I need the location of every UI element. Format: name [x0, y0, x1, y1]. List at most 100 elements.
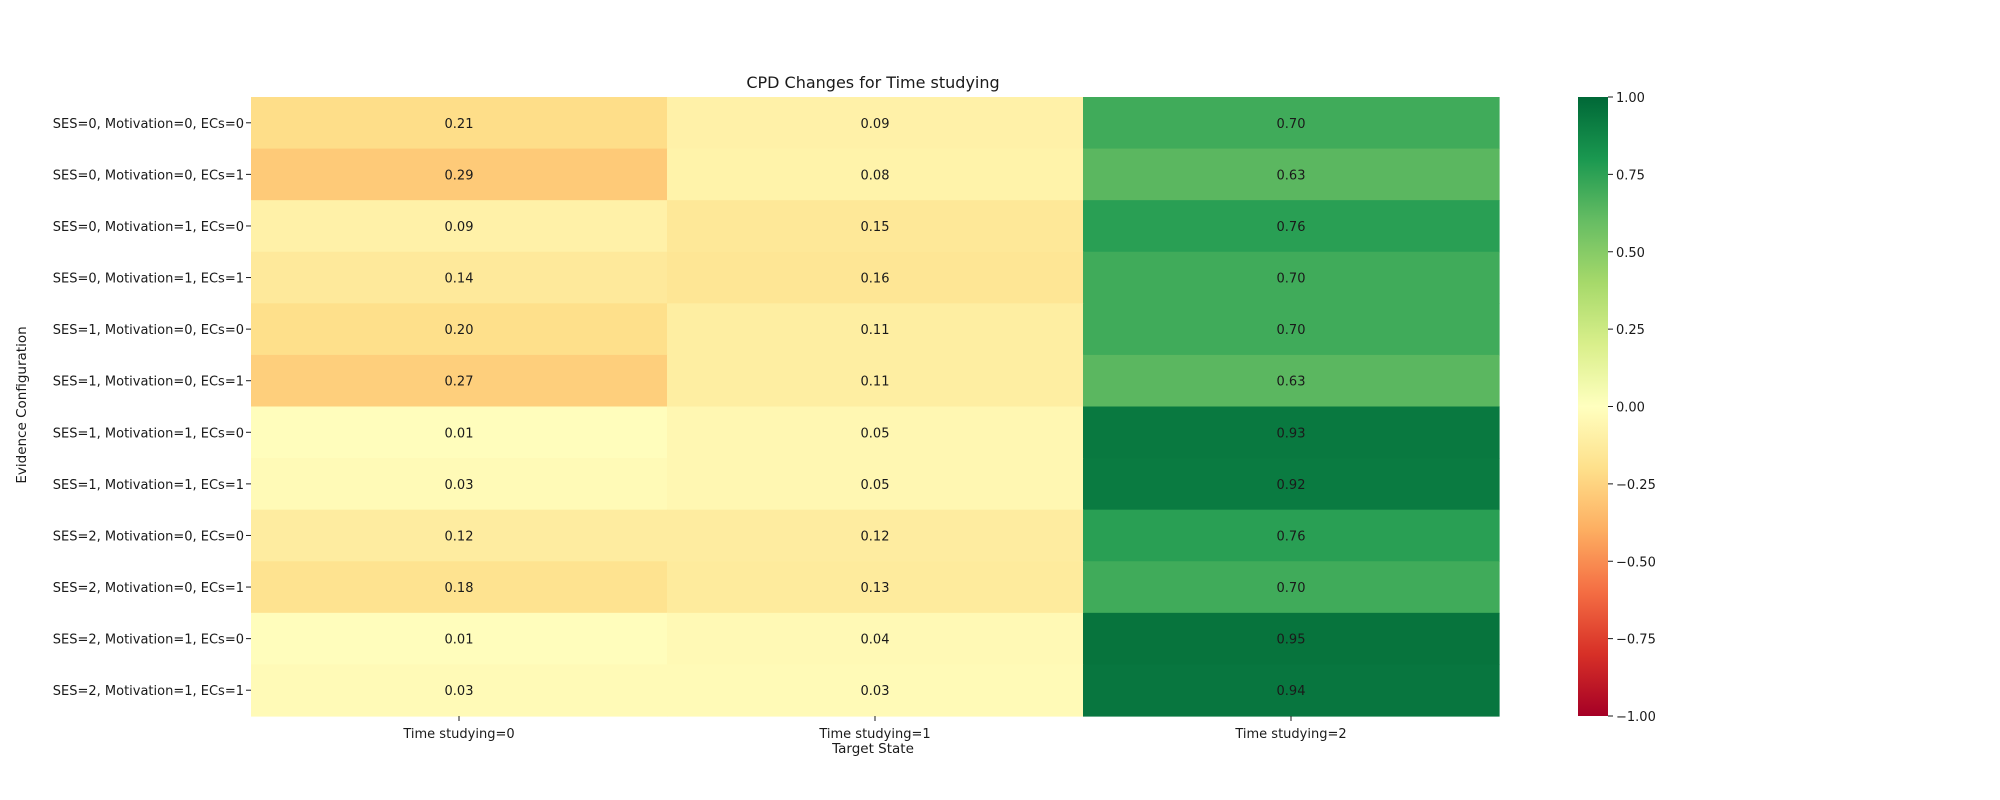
colorbar-tick-label: −0.75 [1616, 633, 1656, 648]
colorbar-tick-label: −0.25 [1616, 478, 1656, 493]
heatmap-cell [1083, 612, 1500, 666]
cell-value-label: 0.04 [861, 633, 890, 648]
y-tick-label: SES=2, Motivation=1, ECs=1 [53, 684, 244, 699]
cell-value-label: 0.16 [861, 272, 890, 287]
heatmap-cell [251, 561, 668, 614]
y-tick-label: SES=2, Motivation=0, ECs=1 [53, 581, 244, 596]
cell-value-label: 0.18 [445, 581, 474, 596]
colorbar-tick-label: 1.00 [1616, 91, 1645, 106]
heatmap-cell [667, 303, 1084, 356]
colorbar-tick-label: −0.50 [1616, 555, 1656, 570]
heatmap-cell [667, 97, 1084, 150]
heatmap-cell [1083, 303, 1500, 356]
y-tick-label: SES=0, Motivation=1, ECs=1 [53, 272, 244, 287]
cell-value-label: 0.76 [1277, 529, 1306, 544]
cell-value-label: 0.92 [1277, 478, 1306, 493]
cell-value-label: 0.12 [445, 529, 474, 544]
heatmap-cells: 0.21 0.09 0.70 0.29 0.08 0.63 0.09 0.15 0.76 0.14… [251, 97, 1500, 717]
cell-value-label: 0.11 [861, 375, 890, 390]
cell-value-label: 0.15 [861, 220, 890, 235]
colorbar-tick-label: 0.50 [1616, 246, 1645, 261]
heatmap-cell [251, 97, 668, 150]
y-tick-label: SES=0, Motivation=1, ECs=0 [53, 220, 244, 235]
heatmap-cell [667, 664, 1084, 717]
x-tick-labels: Time studying=0 Time studying=1 Time study… [402, 716, 1347, 742]
chart-title: CPD Changes for Time studying [746, 73, 999, 92]
heatmap-cell [667, 509, 1084, 562]
cell-value-label: 0.03 [445, 478, 474, 493]
cell-value-label: 0.03 [861, 684, 890, 699]
cell-value-label: 0.93 [1277, 426, 1306, 441]
heatmap-cell [667, 561, 1084, 614]
y-tick-label: SES=2, Motivation=1, ECs=0 [53, 633, 244, 648]
heatmap-cell [667, 148, 1084, 201]
heatmap-cell [667, 354, 1084, 408]
cell-value-label: 0.63 [1277, 375, 1306, 390]
cell-value-label: 0.29 [445, 168, 474, 183]
cell-value-label: 0.63 [1277, 168, 1306, 183]
y-tick-label: SES=1, Motivation=0, ECs=1 [53, 375, 244, 390]
heatmap-cell [251, 303, 668, 356]
colorbar-tick-label: 0.00 [1616, 401, 1645, 416]
cell-value-label: 0.27 [445, 375, 474, 390]
x-tick-label: Time studying=1 [818, 727, 930, 742]
y-tick-label: SES=2, Motivation=0, ECs=0 [53, 529, 244, 544]
y-tick-label: SES=0, Motivation=0, ECs=1 [53, 168, 244, 183]
y-tick-label: SES=1, Motivation=1, ECs=0 [53, 426, 244, 441]
heatmap-cell [1083, 406, 1500, 459]
heatmap-cell [251, 406, 668, 459]
heatmap-cell [1083, 664, 1500, 717]
heatmap-cell [1083, 97, 1500, 150]
heatmap-cell [667, 251, 1084, 304]
cell-value-label: 0.03 [445, 684, 474, 699]
cell-value-label: 0.11 [861, 323, 890, 338]
cell-value-label: 0.09 [861, 117, 890, 132]
heatmap-cell [1083, 458, 1500, 511]
heatmap-cell [1083, 509, 1500, 562]
heatmap-cell [1083, 561, 1500, 614]
cell-value-label: 0.20 [445, 323, 474, 338]
heatmap-cell [251, 200, 668, 253]
colorbar-ticks: 1.00 0.75 0.50 0.25 0.00 −0.25 −0.50 −0.75 −1.00 [1608, 91, 1656, 725]
heatmap-cell [251, 251, 668, 304]
cell-value-label: 0.21 [445, 117, 474, 132]
heatmap-cell [1083, 148, 1500, 201]
heatmap-cell [251, 664, 668, 717]
y-axis-label: Evidence Configuration [14, 326, 30, 483]
heatmap-cell [1083, 200, 1500, 253]
cell-value-label: 0.05 [861, 426, 890, 441]
cell-value-label: 0.70 [1277, 323, 1306, 338]
cell-value-label: 0.70 [1277, 272, 1306, 287]
heatmap-cell [251, 612, 668, 666]
heatmap-cell [667, 458, 1084, 511]
cell-value-label: 0.70 [1277, 117, 1306, 132]
y-tick-labels: SES=0, Motivation=0, ECs=0 SES=0, Motivat… [53, 117, 251, 699]
y-tick-label: SES=1, Motivation=0, ECs=0 [53, 323, 244, 338]
y-tick-label: SES=1, Motivation=1, ECs=1 [53, 478, 244, 493]
cell-value-label: 0.01 [445, 633, 474, 648]
heatmap-cell [251, 354, 668, 408]
x-axis-label: Target State [831, 741, 914, 757]
heatmap-cell [667, 612, 1084, 666]
cell-value-label: 0.94 [1277, 684, 1306, 699]
y-tick-label: SES=0, Motivation=0, ECs=0 [53, 117, 244, 132]
heatmap-cell [667, 200, 1084, 253]
cell-value-label: 0.76 [1277, 220, 1306, 235]
heatmap-cell [1083, 251, 1500, 304]
cell-value-label: 0.14 [445, 272, 474, 287]
cell-value-label: 0.09 [445, 220, 474, 235]
colorbar-tick-label: 0.75 [1616, 168, 1645, 183]
heatmap-cell [667, 406, 1084, 459]
heatmap-cell [251, 458, 668, 511]
cell-value-label: 0.13 [861, 581, 890, 596]
x-tick-label: Time studying=2 [1234, 727, 1346, 742]
heatmap-cell [251, 509, 668, 562]
cell-value-label: 0.01 [445, 426, 474, 441]
cell-value-label: 0.05 [861, 478, 890, 493]
x-tick-label: Time studying=0 [402, 727, 514, 742]
cell-value-label: 0.08 [861, 168, 890, 183]
heatmap-cell [251, 148, 668, 201]
cell-value-label: 0.70 [1277, 581, 1306, 596]
heatmap-cell [1083, 354, 1500, 408]
